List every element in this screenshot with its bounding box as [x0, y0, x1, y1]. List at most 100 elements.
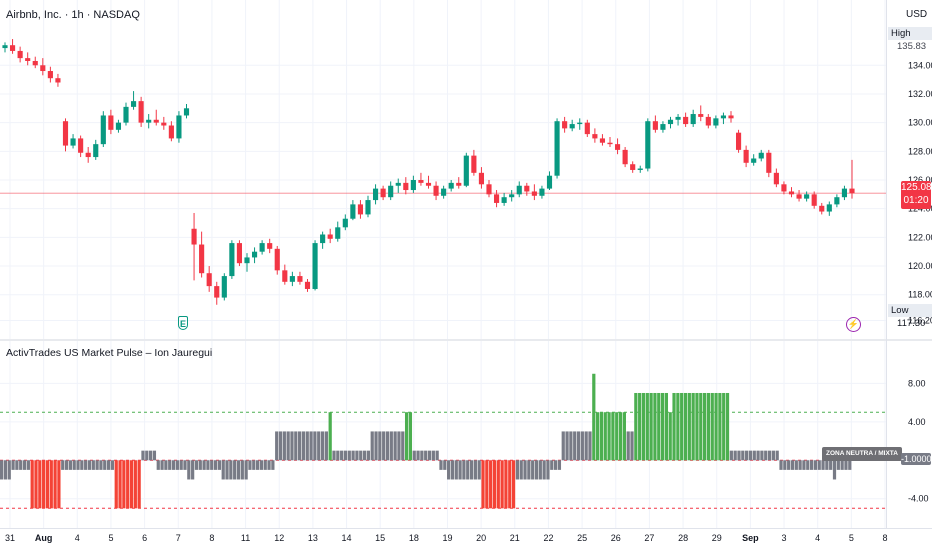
- indicator-bar: [592, 373, 596, 461]
- indicator-bar: [496, 460, 500, 509]
- candle-body: [834, 197, 840, 205]
- candle-body: [804, 194, 810, 199]
- time-axis-tick-label: 8: [209, 533, 214, 543]
- candle-body: [788, 191, 795, 195]
- indicator-bar: [290, 431, 294, 461]
- indicator-bar: [760, 450, 764, 461]
- low-price-badge: Low 117.30: [888, 304, 932, 329]
- indicator-bar: [213, 460, 218, 470]
- candle-body: [274, 248, 280, 271]
- indicator-bar: [38, 460, 42, 509]
- indicator-bar: [84, 460, 88, 470]
- candle-body: [9, 45, 16, 51]
- indicator-bar: [775, 450, 779, 461]
- time-axis-tick-label: 14: [342, 533, 352, 543]
- indicator-bar: [806, 460, 810, 470]
- indicator-bar: [263, 460, 267, 470]
- candle-body: [614, 144, 621, 150]
- indicator-bar: [702, 392, 707, 461]
- indicator-bar: [95, 460, 99, 470]
- candle-body: [138, 101, 144, 123]
- earnings-e-icon[interactable]: E: [178, 316, 188, 330]
- candle-body: [425, 182, 432, 186]
- candle-body: [410, 180, 416, 191]
- candle-body: [501, 197, 507, 203]
- time-axis-tick-label: 22: [543, 533, 553, 543]
- candle-body: [297, 276, 303, 282]
- indicator-bar: [836, 460, 840, 470]
- indicator-bar: [282, 431, 286, 461]
- indicator-bar: [683, 392, 688, 461]
- candle-body: [183, 108, 190, 116]
- indicator-value-badge: -1.0000: [901, 453, 932, 465]
- candle-body: [592, 134, 598, 139]
- indicator-bar: [706, 392, 711, 461]
- indicator-title[interactable]: ActivTrades US Market Pulse – Ion Jaureg…: [6, 347, 213, 359]
- indicator-bar: [699, 392, 703, 461]
- indicator-bar: [424, 450, 428, 461]
- time-axis-tick-label: 19: [442, 533, 452, 543]
- indicator-bar: [829, 460, 833, 470]
- indicator-bar: [473, 460, 477, 480]
- candle-body: [108, 115, 114, 130]
- candle-body: [584, 122, 590, 135]
- indicator-bar: [622, 412, 626, 461]
- indicator-bar: [64, 460, 69, 470]
- indicator-bar: [500, 460, 504, 509]
- lightning-bolt-icon[interactable]: ⚡: [846, 317, 861, 332]
- candle-body: [509, 194, 515, 198]
- currency-label[interactable]: USD: [906, 9, 928, 20]
- indicator-bar: [305, 431, 309, 461]
- candle-body: [395, 182, 401, 186]
- symbol-title[interactable]: Airbnb, Inc. · 1h · NASDAQ: [6, 9, 140, 21]
- candle-body: [25, 58, 31, 61]
- indicator-bar: [454, 460, 458, 480]
- indicator-bar: [569, 431, 573, 461]
- indicator-bar: [118, 460, 122, 509]
- indicator-bar: [397, 431, 401, 461]
- candle-body: [796, 194, 802, 199]
- indicator-bar: [588, 431, 592, 461]
- low-value: 117.30: [897, 318, 926, 329]
- candle-body: [115, 122, 122, 130]
- indicator-bar: [764, 450, 768, 461]
- indicator-bar: [259, 460, 264, 470]
- indicator-bar: [725, 392, 730, 461]
- candle-body: [735, 132, 742, 150]
- indicator-bar: [722, 392, 726, 461]
- indicator-bar: [645, 392, 649, 461]
- indicator-bar: [492, 460, 497, 509]
- time-axis-tick-label: 31: [5, 533, 15, 543]
- candle-body: [463, 155, 469, 186]
- indicator-bar: [15, 460, 19, 470]
- indicator-bar: [198, 460, 202, 470]
- candle-body: [531, 191, 537, 196]
- indicator-bar: [817, 460, 821, 470]
- price-axis-tick-label: 120.00: [908, 261, 932, 271]
- indicator-bar: [152, 450, 157, 461]
- indicator-bar: [340, 450, 344, 461]
- indicator-bar: [714, 392, 718, 461]
- candle-body: [342, 218, 348, 228]
- indicator-bar: [733, 450, 737, 461]
- indicator-bar: [748, 450, 753, 461]
- time-axis-tick-label: 12: [274, 533, 284, 543]
- candle-body: [441, 188, 447, 196]
- indicator-bar: [91, 460, 95, 470]
- candle-body: [471, 155, 477, 173]
- candle-body: [100, 115, 106, 145]
- candle-body: [365, 200, 371, 215]
- indicator-bar: [26, 460, 30, 470]
- time-axis-tick-label: 4: [815, 533, 820, 543]
- candle-body: [849, 188, 855, 194]
- indicator-bar: [126, 460, 130, 509]
- indicator-bar: [427, 450, 432, 461]
- price-axis-tick-label: 126.00: [908, 175, 932, 185]
- indicator-bar: [194, 460, 199, 470]
- indicator-bar: [42, 460, 46, 509]
- candle-body: [176, 115, 182, 139]
- indicator-bar: [72, 460, 76, 470]
- indicator-bar: [676, 392, 680, 461]
- indicator-bar: [53, 460, 57, 509]
